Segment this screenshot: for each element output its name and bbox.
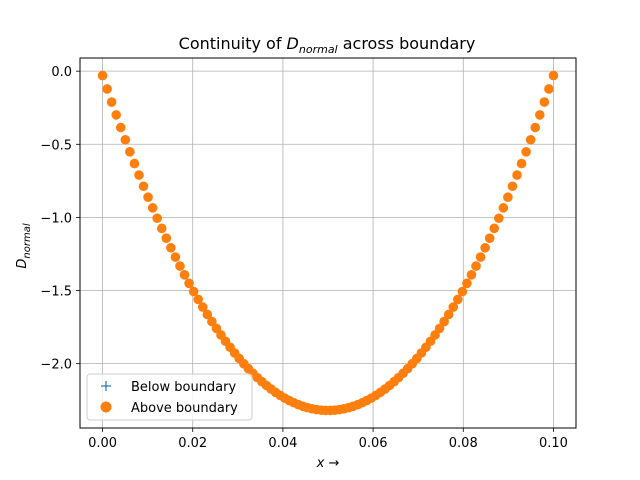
- x-tick-label: 0.06: [359, 436, 388, 451]
- grid-lines: [80, 58, 576, 428]
- legend: Below boundary Above boundary: [86, 373, 253, 421]
- y-tick-label: −1.5: [40, 285, 72, 300]
- data-point-above: [179, 270, 190, 280]
- chart-title: Continuity of Dnormal across boundary: [179, 34, 476, 56]
- data-point-above: [521, 147, 531, 157]
- data-point-above: [498, 203, 509, 213]
- data-point-above: [102, 84, 112, 94]
- data-point-above: [471, 261, 481, 271]
- data-point-above: [193, 294, 203, 305]
- legend-label-below: Below boundary: [131, 380, 236, 395]
- data-point-above: [539, 97, 550, 107]
- data-point-above: [516, 158, 527, 169]
- x-tick-label: 0.02: [178, 436, 207, 451]
- x-axis-label-arrow: →: [324, 456, 339, 471]
- y-axis-label: Dnormal: [15, 223, 33, 268]
- data-point-above: [493, 213, 504, 224]
- data-point-above: [480, 242, 490, 253]
- legend-marker-below: [101, 381, 111, 391]
- legend-box: [86, 373, 253, 421]
- data-point-above: [115, 122, 126, 133]
- data-point-above: [129, 158, 140, 169]
- chart-title-suffix: across boundary: [338, 34, 476, 53]
- data-point-above: [544, 84, 554, 94]
- data-point-above: [434, 323, 445, 334]
- data-point-above: [111, 110, 122, 120]
- data-point-above: [462, 278, 472, 289]
- data-point-above: [156, 223, 167, 234]
- data-point-above: [503, 192, 513, 202]
- data-point-above: [207, 316, 217, 327]
- data-point-above: [138, 181, 149, 192]
- legend-marker-above: [100, 401, 112, 413]
- data-point-above: [188, 286, 199, 297]
- x-axis-label-symbol: x: [316, 456, 325, 471]
- data-point-above: [453, 294, 463, 305]
- data-point-above: [106, 97, 117, 107]
- chart-title-prefix: Continuity of: [179, 34, 287, 53]
- data-point-above: [548, 70, 559, 81]
- data-point-above: [170, 252, 181, 262]
- data-point-above: [530, 122, 541, 133]
- plot-frame: [79, 57, 577, 429]
- data-point-above: [152, 213, 163, 224]
- data-point-above: [507, 181, 518, 192]
- y-axis-label-symbol: D: [15, 259, 30, 269]
- data-point-above: [475, 252, 486, 262]
- x-tick-label: 0.08: [449, 436, 478, 451]
- data-point-above: [197, 302, 208, 312]
- data-point-above: [166, 242, 176, 253]
- legend-label-above: Above boundary: [131, 401, 238, 416]
- x-tick-label: 0.04: [268, 436, 297, 451]
- data-point-above: [489, 223, 500, 234]
- data-point-above: [184, 278, 194, 289]
- chart-title-subscript: normal: [299, 43, 338, 56]
- data-point-above: [534, 110, 545, 120]
- data-point-above: [120, 134, 131, 145]
- data-point-above: [97, 70, 108, 81]
- x-tick-label: 0.00: [88, 436, 117, 451]
- data-point-above: [448, 302, 459, 312]
- data-point-above: [466, 270, 477, 280]
- data-point-above: [525, 134, 536, 145]
- series-above-boundary: [97, 70, 559, 416]
- y-tick-label: 0.0: [51, 65, 72, 80]
- axis-ticks: 0.00 0.02 0.04 0.06 0.08 0.10 0.0 −0.5 −1.0 −1.5 −…: [40, 65, 568, 451]
- data-point-above: [202, 309, 213, 320]
- y-tick-label: −0.5: [40, 138, 72, 153]
- data-point-above: [443, 309, 454, 320]
- chart-title-symbol: D: [287, 34, 299, 53]
- data-point-above: [125, 147, 135, 157]
- x-axis-label: x →: [316, 456, 340, 471]
- data-point-above: [134, 170, 144, 180]
- x-tick-label: 0.10: [539, 436, 568, 451]
- data-point-above: [457, 286, 468, 297]
- data-point-above: [484, 233, 495, 243]
- data-point-above: [161, 233, 172, 243]
- y-tick-label: −2.0: [40, 358, 72, 373]
- y-tick-label: −1.0: [40, 211, 72, 226]
- data-point-above: [147, 203, 158, 213]
- data-point-above: [175, 261, 185, 271]
- y-axis-label-subscript: normal: [22, 223, 33, 258]
- data-point-above: [143, 192, 153, 202]
- data-point-above: [439, 316, 449, 327]
- data-point-above: [512, 170, 522, 180]
